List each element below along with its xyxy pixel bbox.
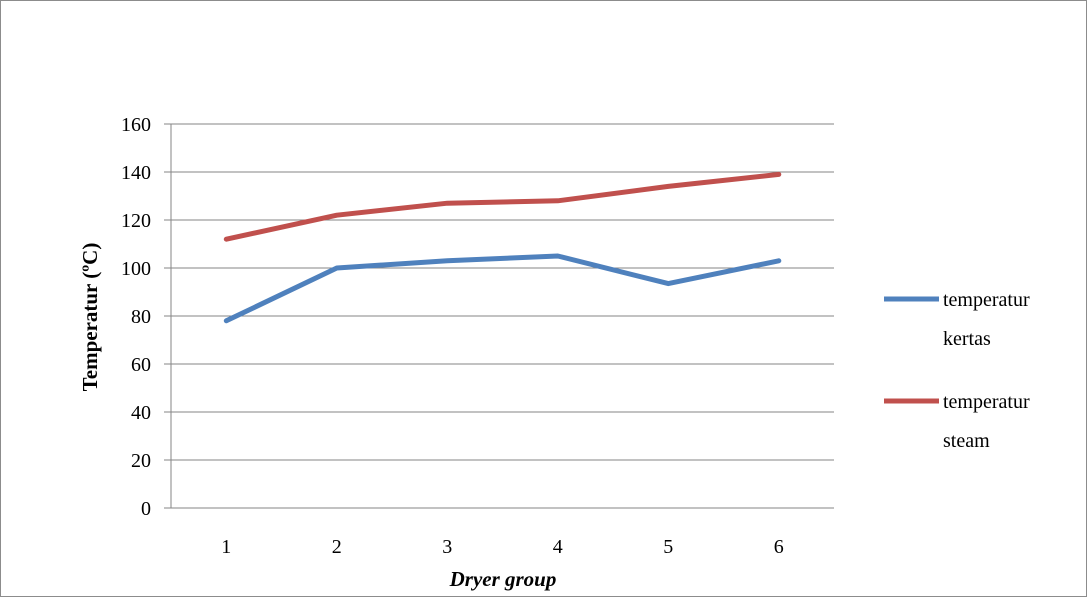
y-tick-label: 0 xyxy=(141,498,151,520)
x-tick-label: 5 xyxy=(663,536,673,558)
x-axis-title: Dryer group xyxy=(449,567,557,591)
x-tick-label: 6 xyxy=(774,536,784,558)
series-line-1 xyxy=(223,171,782,242)
gridlines xyxy=(171,123,834,461)
y-tick-label: 140 xyxy=(121,162,151,184)
x-tick-labels: 1 2 3 4 5 6 xyxy=(221,536,784,558)
y-tick-label: 120 xyxy=(121,210,151,232)
x-tick-label: 1 xyxy=(221,536,231,558)
y-tick-label: 60 xyxy=(131,354,151,376)
series-lines xyxy=(223,171,782,324)
x-tick-label: 3 xyxy=(442,536,452,558)
y-tick-label: 40 xyxy=(131,402,151,424)
legend-label: temperatur xyxy=(943,289,1030,311)
legend-label: temperatur xyxy=(943,391,1030,413)
x-tick-label: 4 xyxy=(553,536,563,558)
legend-label: steam xyxy=(943,430,990,452)
y-tick-labels: 0 20 40 60 80 100 120 140 160 xyxy=(121,114,151,520)
y-tick-label: 80 xyxy=(131,306,151,328)
legend: temperatur kertas temperatur steam xyxy=(884,289,1030,452)
y-tick-label: 20 xyxy=(131,450,151,472)
series-line-0 xyxy=(223,253,782,324)
x-tick-label: 2 xyxy=(332,536,342,558)
legend-label: kertas xyxy=(943,328,991,350)
axes xyxy=(164,123,834,509)
y-axis-title: Temperatur (ºC) xyxy=(78,243,102,392)
y-tick-label: 100 xyxy=(121,258,151,280)
y-tick-label: 160 xyxy=(121,114,151,136)
